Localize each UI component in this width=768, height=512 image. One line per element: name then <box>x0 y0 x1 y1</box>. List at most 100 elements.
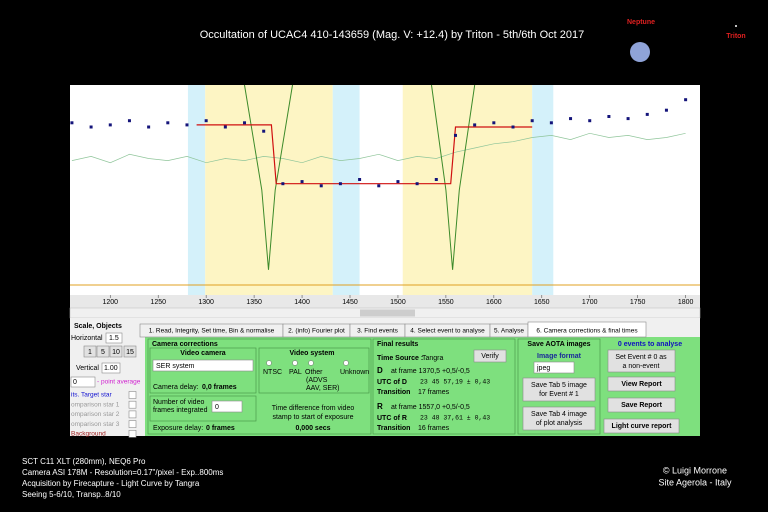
scale-button[interactable] <box>83 345 97 358</box>
report-button[interactable] <box>607 397 676 413</box>
scale-button[interactable] <box>96 345 110 358</box>
title: Occultation of UCAC4 410-143659 (Mag. V:… <box>200 29 585 41</box>
report-button-label: View Report <box>621 381 662 388</box>
time-source-label: Time Source : <box>377 355 423 362</box>
x-tick-label: 1350 <box>246 299 262 306</box>
horizontal-input[interactable] <box>105 332 123 344</box>
aota-button[interactable] <box>522 377 596 402</box>
x-tick-label: 1800 <box>678 299 694 306</box>
tab-label: 2. (info) Fourier plot <box>288 328 345 335</box>
triton-dot <box>735 25 737 27</box>
video-camera-heading: Video camera <box>180 350 226 357</box>
plot-area <box>70 85 700 295</box>
footer-right: Site Agerola - Italy <box>658 477 732 487</box>
average-value: 0 <box>73 379 77 386</box>
data-point <box>166 121 170 125</box>
data-point <box>89 125 93 129</box>
data-point <box>396 180 400 184</box>
frames-label: frames integrated <box>153 407 208 414</box>
aota-button-label: Save Tab 5 image <box>531 382 587 389</box>
other-detail: AAV, SER) <box>306 385 339 392</box>
x-tick-label: 1400 <box>294 299 310 306</box>
data-point <box>569 117 573 121</box>
data-point <box>607 115 611 118</box>
frames-value: 0 <box>215 404 219 411</box>
event-frame: at frame 1370,5 +0,5/-0,5 <box>391 368 470 375</box>
triton-label: Triton <box>726 33 745 40</box>
data-point <box>588 119 592 123</box>
x-tick-label: 1600 <box>486 299 502 306</box>
transition-value: 17 frames <box>418 389 450 396</box>
camera-select-value: SER system <box>156 363 195 370</box>
scale-button[interactable] <box>123 345 137 358</box>
data-point <box>300 180 304 184</box>
aota-button-label: of plot analysis <box>536 420 583 427</box>
frame-band <box>402 85 533 295</box>
tab-label: 4. Select event to analyse <box>410 328 485 335</box>
scroll-thumb[interactable] <box>360 309 415 317</box>
aota-button[interactable] <box>522 406 596 431</box>
scale-button-label: 15 <box>126 349 134 356</box>
radio-label: PAL <box>289 369 302 376</box>
frames-box <box>149 395 257 422</box>
utc-value: 23 48 37,61 ± 0,43 <box>420 415 490 422</box>
object-checkbox[interactable] <box>128 420 137 428</box>
aota-box <box>517 338 601 435</box>
footer-right: © Luigi Morrone <box>663 465 727 475</box>
radio[interactable] <box>343 360 349 366</box>
radio-label: NTSC <box>263 369 282 376</box>
horizontal-label: Horizontal <box>71 335 103 342</box>
data-point <box>530 119 534 123</box>
scale-heading: Scale, Objects <box>74 323 122 330</box>
scale-button[interactable] <box>109 345 123 358</box>
aota-button-label: for Event # 1 <box>539 391 579 398</box>
vertical-input[interactable] <box>101 362 121 374</box>
neptune-label: Neptune <box>627 19 655 26</box>
data-point <box>338 182 342 186</box>
footer-left: SCT C11 XLT (280mm), NEQ6 Pro <box>22 457 146 466</box>
data-point <box>108 123 112 127</box>
tab-label: 1. Read, Integrity, Set time, Bin & norm… <box>149 328 275 335</box>
camera-select[interactable] <box>152 359 254 372</box>
report-button-label: Save Report <box>621 402 663 409</box>
data-point <box>492 121 496 125</box>
frames-select[interactable] <box>211 400 243 413</box>
x-tick-label: 1450 <box>342 299 358 306</box>
data-point <box>185 123 189 127</box>
tab-label: 5. Analyse <box>494 328 524 335</box>
vertical-label: Vertical <box>76 365 99 372</box>
object-checkbox[interactable] <box>128 391 137 399</box>
frame-band <box>532 85 554 295</box>
time-diff-value: 0,000 secs <box>295 425 330 432</box>
format-select[interactable] <box>533 361 575 374</box>
video-camera-box <box>149 347 257 394</box>
data-point <box>377 184 381 188</box>
boxes <box>147 338 601 435</box>
object-label: omparison star 2 <box>71 411 120 418</box>
object-checkbox[interactable] <box>128 429 137 438</box>
data-point <box>223 125 227 129</box>
data-point <box>684 98 688 102</box>
set-event-button[interactable] <box>607 349 676 373</box>
radio[interactable] <box>266 360 272 366</box>
camera-heading: Camera corrections <box>152 341 218 348</box>
neptune-disc <box>630 42 650 62</box>
format-label: Image format <box>537 353 582 360</box>
report-button[interactable] <box>607 376 676 392</box>
data-point <box>204 119 208 123</box>
report-button[interactable] <box>603 418 680 434</box>
average-select[interactable] <box>70 376 96 388</box>
axis-strip <box>70 295 700 308</box>
other-detail: (ADVS <box>306 377 328 384</box>
event-frame: at frame 1557,0 +0,5/-0,5 <box>391 404 470 411</box>
object-checkbox[interactable] <box>128 410 137 419</box>
verify-button[interactable] <box>473 349 507 363</box>
data-point <box>358 178 362 181</box>
radio[interactable] <box>292 360 298 366</box>
radio[interactable] <box>308 360 314 366</box>
data-point <box>549 121 553 125</box>
event-label: D <box>377 366 383 375</box>
object-checkbox[interactable] <box>128 400 137 409</box>
tab[interactable] <box>527 321 647 338</box>
events-heading: 0 events to analyse <box>618 341 682 348</box>
